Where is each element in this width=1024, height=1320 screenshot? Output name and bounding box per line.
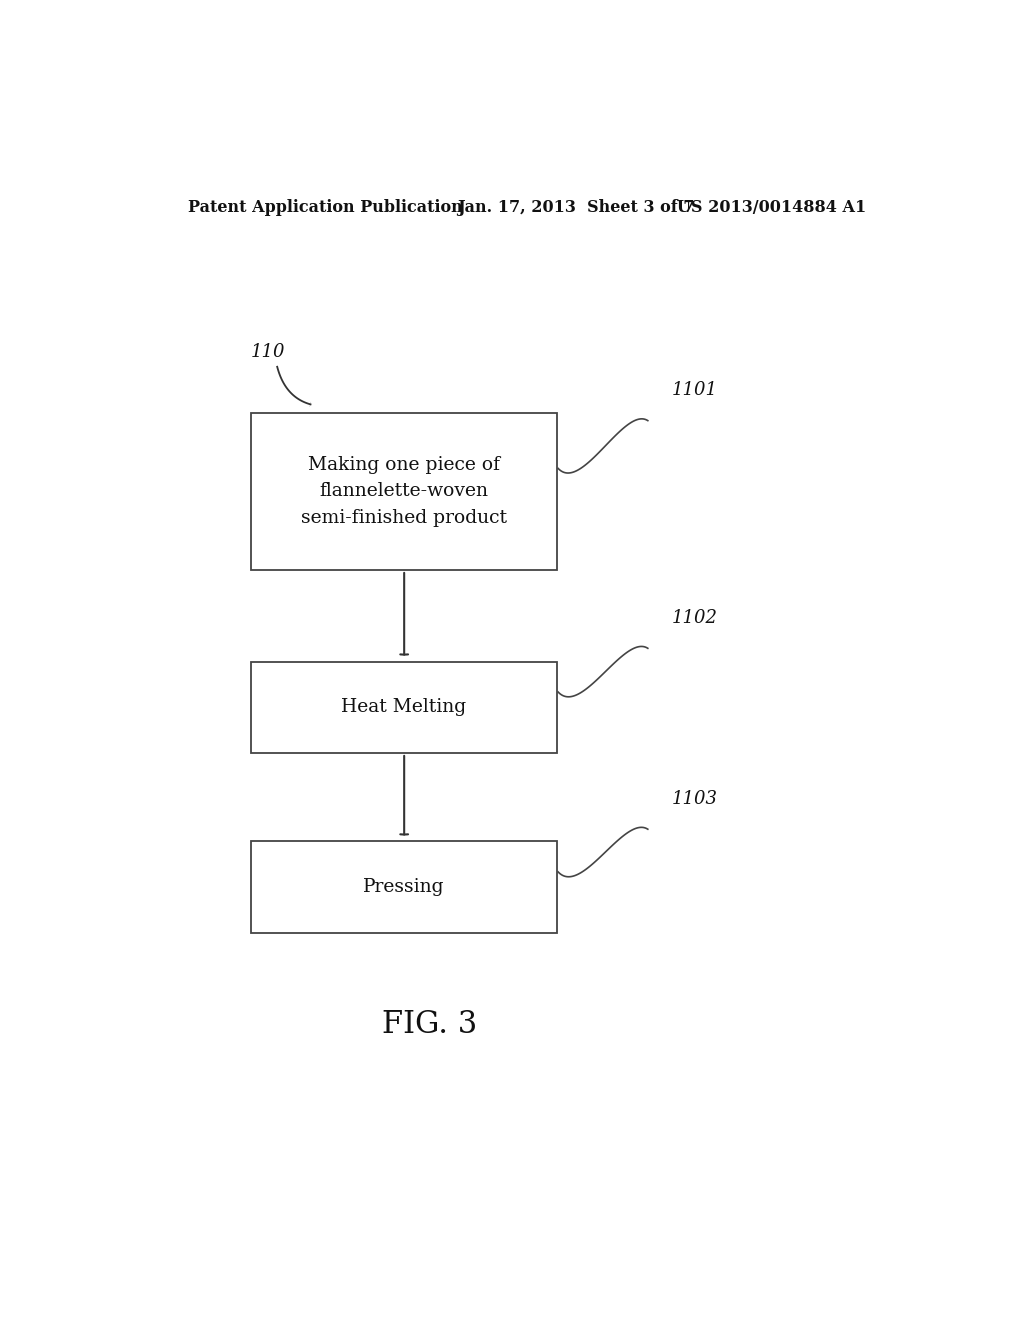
Text: 1101: 1101 — [672, 381, 718, 399]
Text: Jan. 17, 2013  Sheet 3 of 7: Jan. 17, 2013 Sheet 3 of 7 — [458, 199, 694, 215]
Bar — [251, 661, 557, 752]
Text: Pressing: Pressing — [364, 878, 444, 896]
Text: 110: 110 — [251, 342, 286, 360]
Text: Patent Application Publication: Patent Application Publication — [187, 199, 462, 215]
Bar — [251, 841, 557, 933]
Text: US 2013/0014884 A1: US 2013/0014884 A1 — [677, 199, 866, 215]
Text: 1103: 1103 — [672, 789, 718, 808]
Bar — [251, 413, 557, 570]
Text: FIG. 3: FIG. 3 — [382, 1008, 477, 1040]
Text: Making one piece of
flannelette-woven
semi-finished product: Making one piece of flannelette-woven se… — [301, 455, 507, 527]
Text: Heat Melting: Heat Melting — [341, 698, 466, 717]
Text: 1102: 1102 — [672, 609, 718, 627]
